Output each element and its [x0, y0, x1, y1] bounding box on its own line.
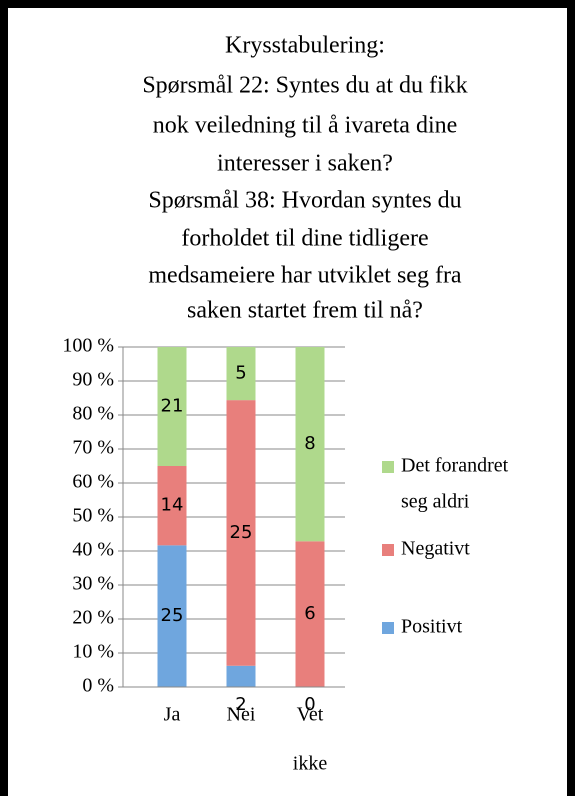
bar-segment — [157, 347, 187, 466]
data-label: 21 — [161, 396, 184, 417]
y-tick-label: 80 % — [72, 403, 114, 425]
legend-label: Positivt — [401, 616, 463, 638]
legend-marker — [382, 461, 394, 473]
y-tick-label: 0 % — [82, 675, 114, 697]
legend-label: seg aldri — [401, 491, 470, 513]
y-tick-label: 60 % — [72, 471, 114, 493]
data-label: 2 — [235, 694, 246, 715]
x-tick-label: Vet — [297, 704, 324, 726]
data-label: 5 — [235, 363, 246, 384]
data-label: 25 — [230, 522, 253, 543]
chart-title: Spørsmål 38: Hvordan syntes du — [148, 188, 461, 214]
bar-segment — [226, 665, 256, 687]
chart-title: interesser i saken? — [217, 151, 393, 177]
legend-marker — [382, 622, 394, 634]
bar-segment — [295, 347, 325, 542]
chart-title: saken startet frem til nå? — [187, 298, 423, 324]
data-label: 8 — [304, 433, 315, 454]
legend-marker — [382, 544, 394, 556]
x-tick-label: Ja — [164, 704, 181, 726]
y-tick-label: 90 % — [72, 369, 114, 391]
legend-label: Negativt — [401, 538, 470, 560]
data-label: 14 — [161, 495, 184, 516]
data-label: 0 — [304, 694, 315, 715]
y-tick-label: 50 % — [72, 505, 114, 527]
bar-segment — [157, 466, 187, 546]
chart-title: forholdet til dine tidligere — [181, 226, 428, 252]
y-tick-label: 40 % — [72, 539, 114, 561]
x-tick-label: ikke — [293, 753, 328, 775]
y-tick-label: 100 % — [62, 335, 114, 357]
y-tick-label: 70 % — [72, 437, 114, 459]
chart-title: medsameiere har utviklet seg fra — [148, 263, 462, 289]
y-tick-label: 30 % — [72, 573, 114, 595]
data-label: 6 — [304, 603, 315, 624]
data-label: 25 — [161, 605, 184, 626]
bar-segment — [295, 541, 325, 687]
x-tick-label: Nei — [227, 704, 256, 726]
y-tick-label: 10 % — [72, 641, 114, 663]
bar-segment — [157, 545, 187, 687]
chart-title: Spørsmål 22: Syntes du at du fikk — [142, 73, 467, 99]
chart-title: nok veiledning til å ivareta dine — [153, 113, 458, 139]
bar-segment — [226, 347, 256, 401]
legend-label: Det forandret — [401, 455, 509, 477]
chart-title: Krysstabulering: — [225, 33, 385, 59]
bar-segment — [226, 400, 256, 666]
y-tick-label: 20 % — [72, 607, 114, 629]
